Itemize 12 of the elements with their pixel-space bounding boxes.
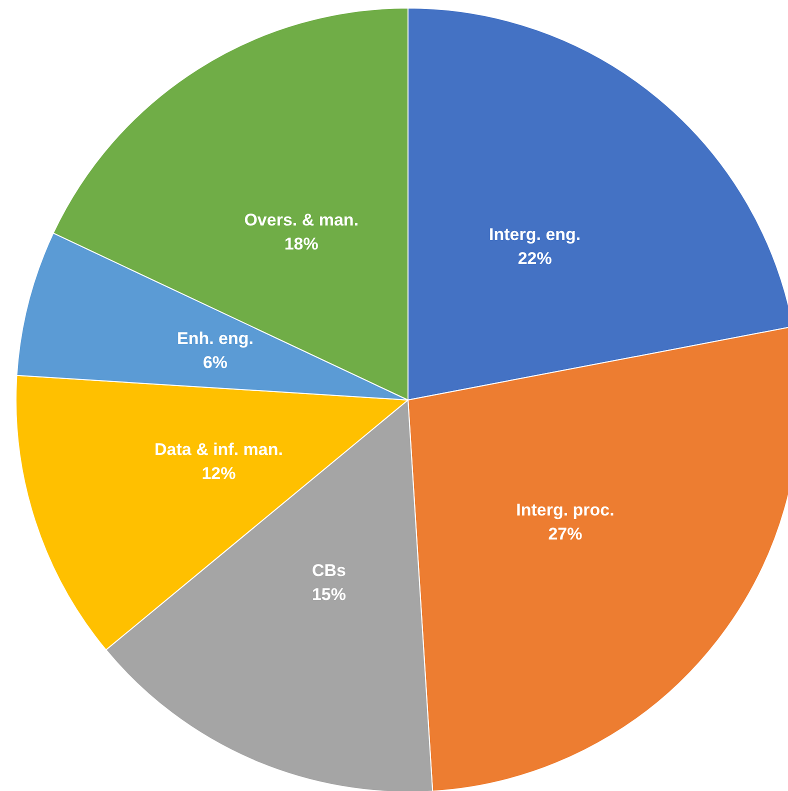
data-label: 12% bbox=[202, 464, 236, 483]
slice-label: CBs bbox=[312, 561, 346, 580]
data-label: 18% bbox=[284, 234, 318, 254]
data-label: 15% bbox=[312, 585, 346, 604]
data-label: 6% bbox=[202, 353, 228, 372]
slice-label: Interg. eng. bbox=[489, 225, 581, 244]
data-label: 22% bbox=[518, 249, 552, 268]
slice-label: Data & inf. man. bbox=[154, 440, 283, 459]
data-label: 27% bbox=[548, 524, 582, 544]
slice-label: Overs. & man. bbox=[244, 210, 359, 230]
slice-label: Interg. proc. bbox=[516, 500, 614, 520]
slice-label: Enh. eng. bbox=[177, 329, 254, 348]
